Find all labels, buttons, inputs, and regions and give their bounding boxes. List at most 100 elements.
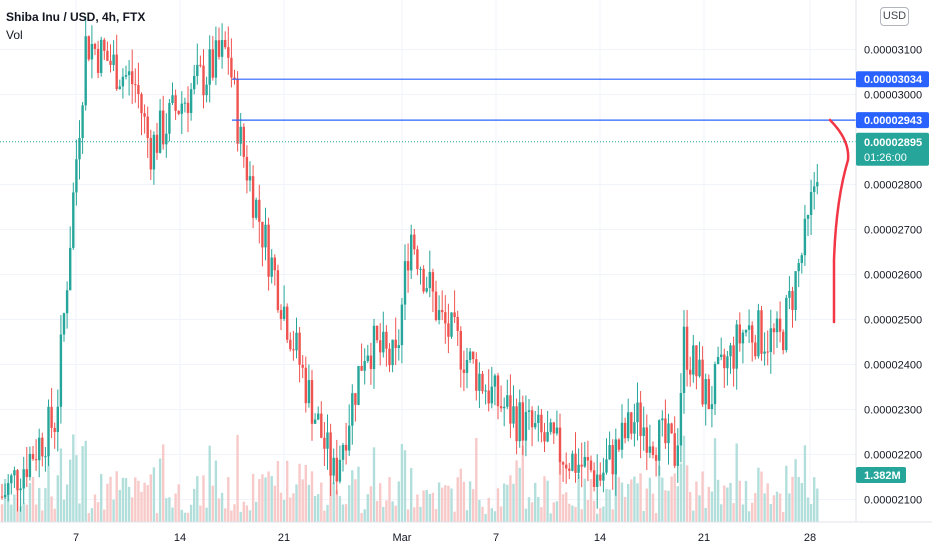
y-tick-label: 0.00002700: [864, 225, 922, 237]
volume-bar: [800, 483, 803, 522]
candle-body: [53, 427, 56, 433]
volume-bar: [34, 504, 38, 522]
volume-bar: [543, 476, 546, 522]
volume-bar: [623, 496, 627, 522]
volume-bar: [258, 479, 261, 522]
candle-body: [295, 332, 298, 351]
candle-body: [16, 470, 19, 491]
volume-bar: [633, 476, 636, 522]
candle-body: [388, 348, 391, 366]
volume-bar: [326, 504, 329, 522]
candle-body: [168, 103, 171, 134]
candle-body: [360, 365, 363, 371]
candle-body: [121, 76, 125, 87]
volume-bar: [236, 434, 239, 522]
volume-bar: [447, 485, 450, 522]
candle-body: [96, 48, 100, 73]
volume-bar: [760, 471, 763, 522]
volume-bar: [441, 487, 444, 522]
volume-bar: [673, 473, 676, 522]
candle-body: [586, 457, 590, 461]
volume-bar: [413, 507, 416, 522]
price-labels: 0.00003034 0.00002943 0.00002895 01:26:00 1.…: [856, 71, 929, 483]
volume-bar: [124, 478, 128, 522]
volume-bar: [53, 508, 56, 522]
volume-bar: [155, 513, 159, 522]
horizontal-levels[interactable]: [0, 78, 856, 143]
volume-bar: [118, 489, 121, 522]
candle-body: [406, 261, 410, 271]
candle-body: [809, 192, 813, 215]
candle-body: [676, 445, 679, 466]
volume-bar: [515, 460, 518, 522]
candle-body: [152, 134, 156, 170]
candle-body: [323, 437, 326, 449]
volume-bar: [323, 510, 326, 522]
candle-body: [214, 40, 218, 78]
candle-body: [661, 418, 664, 421]
candle-body: [224, 39, 227, 48]
candle-body: [614, 439, 617, 475]
volume-bar: [726, 487, 729, 522]
volume-bar: [127, 486, 131, 522]
volume-bar: [366, 494, 369, 522]
candle-body: [540, 414, 543, 433]
volume-bar: [354, 479, 357, 522]
volume-bar: [416, 494, 419, 522]
last-price-badge: [856, 132, 929, 166]
volume-bar: [394, 505, 397, 522]
volume-bar: [363, 509, 366, 522]
volume-bar: [69, 459, 72, 522]
volume-bar: [332, 482, 335, 522]
volume-bar: [298, 463, 301, 522]
volume-bar: [803, 445, 807, 522]
volume-bar: [3, 478, 7, 522]
volume-bar: [248, 510, 252, 522]
volume-bar: [797, 476, 800, 522]
candle-body: [230, 57, 233, 78]
volume-bar: [245, 505, 249, 522]
volume-badge: [856, 467, 906, 483]
candle-body: [689, 369, 692, 375]
candle-body: [549, 422, 552, 432]
volume-bar: [490, 508, 493, 522]
candle-body: [193, 76, 196, 90]
candle-body: [527, 410, 531, 412]
candle-body: [670, 423, 673, 434]
volume-bar: [50, 496, 53, 522]
candle-body: [56, 406, 59, 433]
candle-body: [630, 412, 633, 434]
volume-bar: [276, 460, 280, 522]
volume-bar: [627, 483, 630, 522]
candle-body: [62, 313, 66, 335]
volume-bar: [713, 438, 717, 522]
volume-bar: [56, 475, 59, 522]
candle-body: [788, 290, 791, 298]
candle-body: [118, 86, 121, 90]
candle-body: [217, 40, 221, 57]
currency-button[interactable]: USD: [880, 7, 909, 26]
volume-bar: [59, 448, 63, 522]
candle-body: [509, 395, 512, 424]
candle-body: [431, 272, 435, 292]
volume-bar: [608, 489, 611, 522]
volume-bar: [670, 476, 673, 522]
volume-bar: [437, 482, 441, 522]
candle-body: [813, 186, 816, 193]
candle-body: [90, 43, 94, 60]
candle-body: [425, 288, 428, 292]
volume-bar: [112, 499, 115, 522]
candle-body: [25, 469, 28, 478]
candle-body: [313, 419, 317, 424]
volume-bar: [220, 492, 224, 522]
candle-body: [248, 176, 252, 181]
volume-bar: [791, 476, 794, 522]
candle-body: [279, 310, 283, 319]
candle-body: [481, 373, 484, 392]
volume-bar: [96, 502, 100, 522]
volume-bar: [602, 506, 605, 522]
volume-bar: [183, 512, 187, 522]
volume-bar: [134, 477, 137, 522]
candle-body: [165, 133, 168, 145]
